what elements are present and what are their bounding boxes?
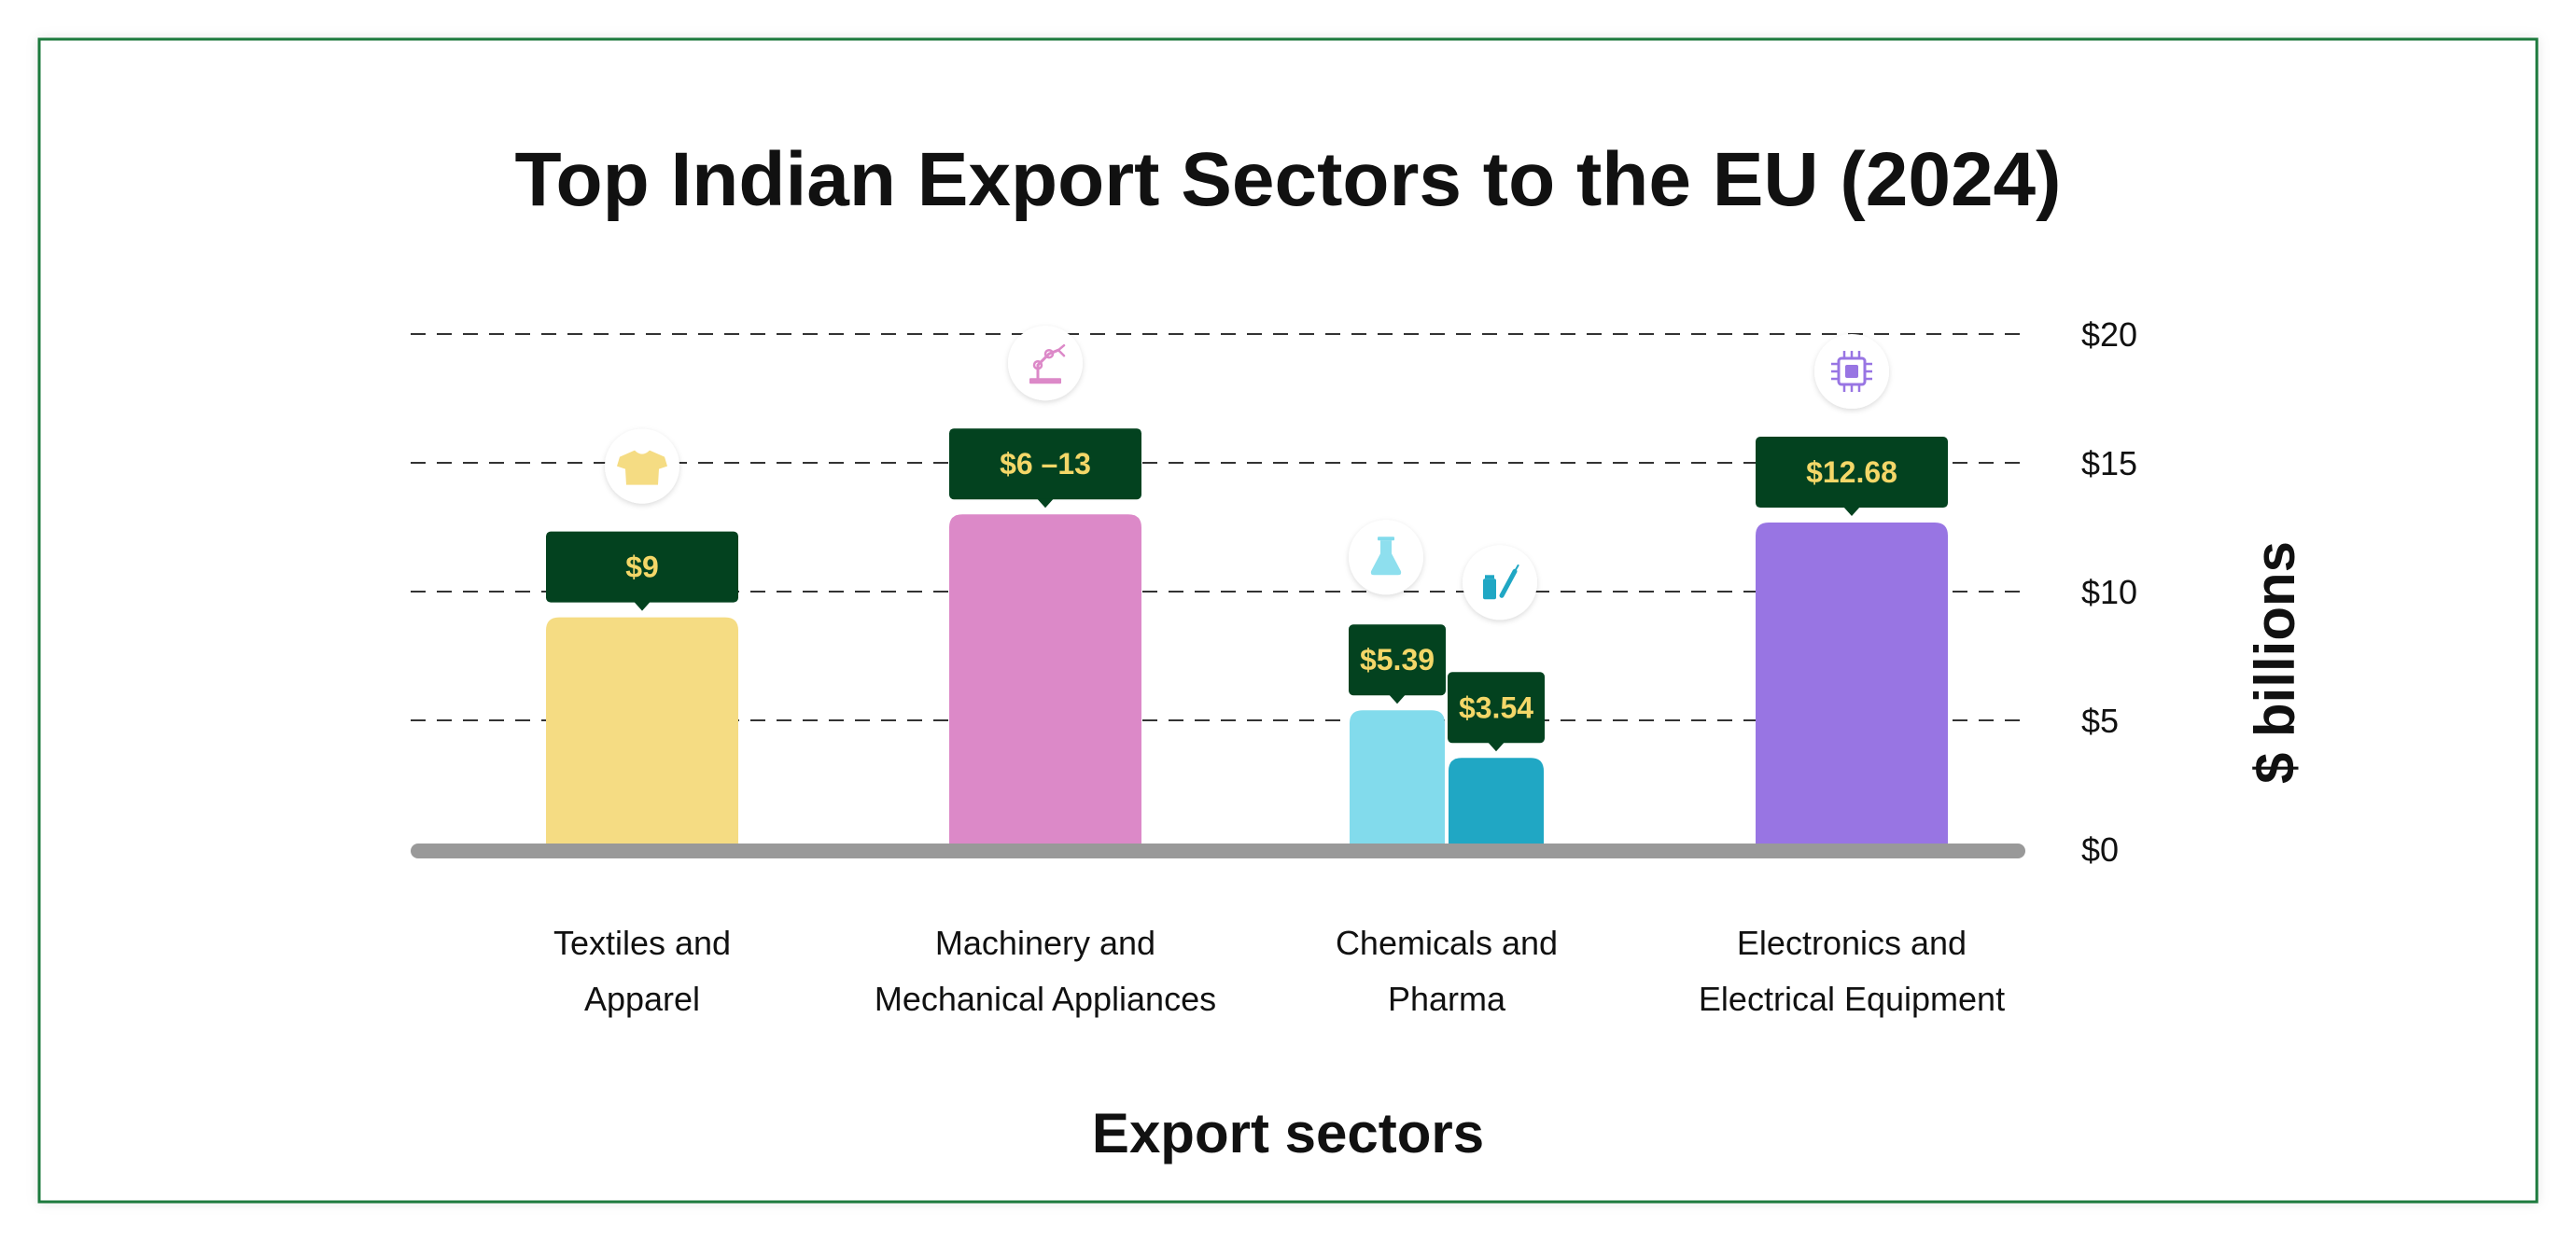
bars — [546, 514, 1948, 844]
sector-icons — [605, 326, 1889, 620]
value-label: $5.39 — [1349, 624, 1446, 704]
value-label-box — [949, 428, 1141, 500]
vial-cap — [1485, 575, 1494, 579]
value-label-pointer — [634, 601, 651, 611]
bar — [546, 617, 738, 844]
syringe-needle — [1514, 564, 1519, 572]
value-label-pointer — [1389, 694, 1406, 704]
value-label-text: $3.54 — [1459, 690, 1533, 724]
category-label: Electrical Equipment — [1699, 980, 2005, 1018]
category-label: Electronics and — [1737, 924, 1967, 962]
icon-badge — [1463, 545, 1537, 620]
value-label-pointer — [1843, 507, 1860, 517]
icon-badge — [1008, 326, 1083, 401]
value-label-text: $6 –13 — [1000, 447, 1091, 481]
vial-shape — [1483, 579, 1496, 600]
bar — [1756, 523, 1948, 844]
flask-icon-glyph — [1370, 537, 1402, 576]
category-label: Textiles and — [553, 924, 731, 962]
flask-icon — [1349, 520, 1423, 595]
chart-title: Top Indian Export Sectors to the EU (202… — [515, 137, 2062, 222]
value-labels: $9 $6 –13 $5.39 $3.54 $12.68 — [546, 428, 1948, 752]
value-label-box — [1349, 624, 1446, 696]
syringe-vial-icon-glyph — [1483, 564, 1519, 600]
robot-arm-icon — [1008, 326, 1083, 401]
chip-core — [1845, 365, 1858, 379]
value-label: $9 — [546, 531, 738, 611]
category-label: Machinery and — [935, 924, 1155, 962]
bar — [1350, 710, 1445, 844]
x-axis-title: Export sectors — [1092, 1102, 1484, 1164]
y-tick-label: $0 — [2081, 830, 2119, 869]
category-label: Chemicals and — [1336, 924, 1558, 962]
y-tick-label: $10 — [2081, 573, 2137, 611]
bar — [1449, 758, 1544, 844]
y-axis-title: $ billions — [2244, 541, 2306, 784]
value-label-text: $12.68 — [1806, 455, 1897, 489]
y-axis-ticks: $0 $5 $10 $15 $20 — [2081, 315, 2137, 869]
arm-base — [1029, 378, 1061, 384]
chart-frame — [37, 37, 2539, 1204]
value-label: $6 –13 — [949, 428, 1141, 509]
category-label: Pharma — [1388, 980, 1506, 1018]
x-axis-categories: Textiles and Apparel Machinery and Mechanic… — [553, 924, 2005, 1018]
y-tick-label: $15 — [2081, 444, 2137, 482]
t-shirt-icon — [605, 428, 679, 504]
value-label: $3.54 — [1448, 672, 1545, 752]
flask-neck — [1378, 537, 1394, 541]
arm-joint — [1043, 348, 1055, 359]
value-label-box — [1448, 672, 1545, 744]
y-tick-label: $20 — [2081, 315, 2137, 354]
value-label: $12.68 — [1756, 437, 1948, 517]
value-label-box — [546, 531, 738, 603]
flask-shape — [1370, 540, 1402, 576]
microchip-icon — [1814, 334, 1889, 410]
value-label-text: $5.39 — [1360, 643, 1435, 676]
value-label-pointer — [1488, 742, 1505, 752]
value-label-pointer — [1037, 498, 1054, 509]
y-tick-label: $5 — [2081, 702, 2119, 740]
t-shirt-icon-glyph — [617, 450, 667, 485]
syringe-barrel — [1499, 568, 1518, 598]
category-label: Apparel — [584, 980, 700, 1018]
shirt-shape — [617, 450, 667, 485]
syringe-vial-icon — [1463, 545, 1537, 620]
microchip-icon-glyph — [1831, 351, 1872, 393]
bar — [949, 514, 1141, 844]
robot-arm-icon-glyph — [1029, 343, 1066, 384]
arm-joint — [1032, 359, 1043, 370]
value-label-box — [1756, 437, 1948, 509]
value-label-text: $9 — [625, 551, 659, 584]
category-label: Mechanical Appliances — [875, 980, 1216, 1018]
arm-gripper — [1057, 343, 1066, 357]
